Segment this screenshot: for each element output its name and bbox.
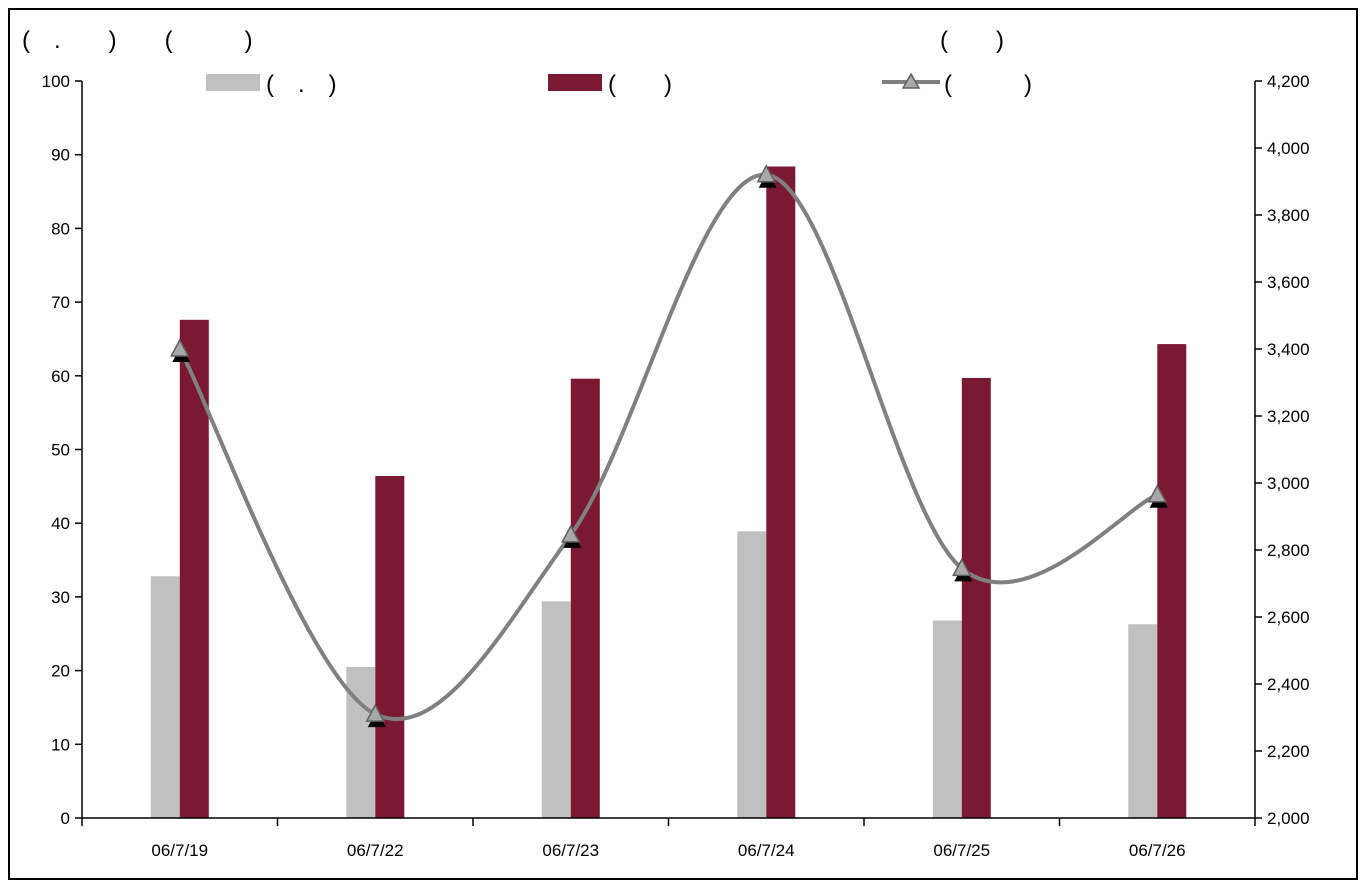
bar-1-4 <box>961 378 991 818</box>
y-right-tick-label-4000: 4,000 <box>1267 139 1310 158</box>
y-left-tick-label-90: 90 <box>51 146 70 165</box>
legend-swatch-gray <box>206 74 260 91</box>
y-right-tick-label-3600: 3,600 <box>1267 273 1310 292</box>
x-tick-label-0: 06/7/19 <box>151 841 208 860</box>
y-left-tick-label-50: 50 <box>51 441 70 460</box>
y-right-tick-label-3800: 3,800 <box>1267 206 1310 225</box>
legend-label-maroon: ( ) <box>608 71 672 98</box>
x-tick-label-5: 06/7/26 <box>1129 841 1186 860</box>
bar-1-2 <box>570 378 600 818</box>
bar-0-4 <box>932 620 962 818</box>
y-left-tick-label-40: 40 <box>51 514 70 533</box>
axes: 0 10 20 30 40 50 60 70 80 90 100 2,000 2,200 2,400 2,6… <box>42 72 1310 860</box>
y-right-tick-label-2000: 2,000 <box>1267 809 1310 828</box>
chart-title-right: ( ) <box>940 27 1004 54</box>
legend: ( . ) ( ) ( ) <box>206 71 1032 98</box>
x-tick-label-1: 06/7/22 <box>347 841 404 860</box>
bar-0-5 <box>1128 624 1158 818</box>
y-left-tick-label-30: 30 <box>51 588 70 607</box>
y-left-tick-label-20: 20 <box>51 662 70 681</box>
x-tick-label-3: 06/7/24 <box>738 841 795 860</box>
line-marker-3 <box>756 164 776 183</box>
bar-1-1 <box>375 476 405 818</box>
x-tick-label-4: 06/7/25 <box>933 841 990 860</box>
legend-label-line: ( ) <box>944 71 1032 98</box>
y-right-tick-label-2600: 2,600 <box>1267 608 1310 627</box>
bar-0-1 <box>346 666 376 818</box>
line-marker-2 <box>561 524 581 543</box>
y-left-tick-label-80: 80 <box>51 219 70 238</box>
chart-frame: ( . ) ( ) ( ) 0 10 20 30 40 50 60 70 80 90 100 2,00… <box>8 8 1358 880</box>
y-right-tick-label-2400: 2,400 <box>1267 675 1310 694</box>
bar-1-5 <box>1157 344 1187 818</box>
legend-marker-triangle <box>901 72 921 89</box>
bar-0-0 <box>150 576 180 818</box>
y-right-tick-label-3400: 3,400 <box>1267 340 1310 359</box>
bar-group <box>150 166 1187 818</box>
y-left-tick-label-100: 100 <box>42 72 70 91</box>
line-marker-1 <box>365 703 385 722</box>
y-right-tick-label-3000: 3,000 <box>1267 474 1310 493</box>
y-left-tick-label-0: 0 <box>61 809 70 828</box>
legend-label-gray: ( . ) <box>266 71 337 98</box>
legend-swatch-maroon <box>548 74 602 91</box>
y-right-tick-label-3200: 3,200 <box>1267 407 1310 426</box>
y-right-tick-label-4200: 4,200 <box>1267 72 1310 91</box>
line-series <box>170 164 1168 728</box>
x-tick-label-2: 06/7/23 <box>542 841 599 860</box>
bar-1-3 <box>766 166 796 818</box>
bar-1-0 <box>179 319 209 818</box>
line-marker-4 <box>952 557 972 577</box>
bar-0-2 <box>541 601 571 818</box>
y-left-tick-label-60: 60 <box>51 367 70 386</box>
y-left-tick-label-10: 10 <box>51 735 70 754</box>
combo-chart: ( . ) ( ) ( ) 0 10 20 30 40 50 60 70 80 90 100 2,00… <box>22 27 1310 860</box>
y-right-tick-label-2200: 2,200 <box>1267 742 1310 761</box>
chart-title-left: ( . ) ( ) <box>22 27 253 54</box>
line-path <box>178 172 1159 722</box>
y-right-tick-label-2800: 2,800 <box>1267 541 1310 560</box>
y-left-tick-label-70: 70 <box>51 293 70 312</box>
bar-0-3 <box>737 531 767 818</box>
line-marker-0 <box>170 338 190 357</box>
line-marker-5 <box>1147 484 1167 503</box>
